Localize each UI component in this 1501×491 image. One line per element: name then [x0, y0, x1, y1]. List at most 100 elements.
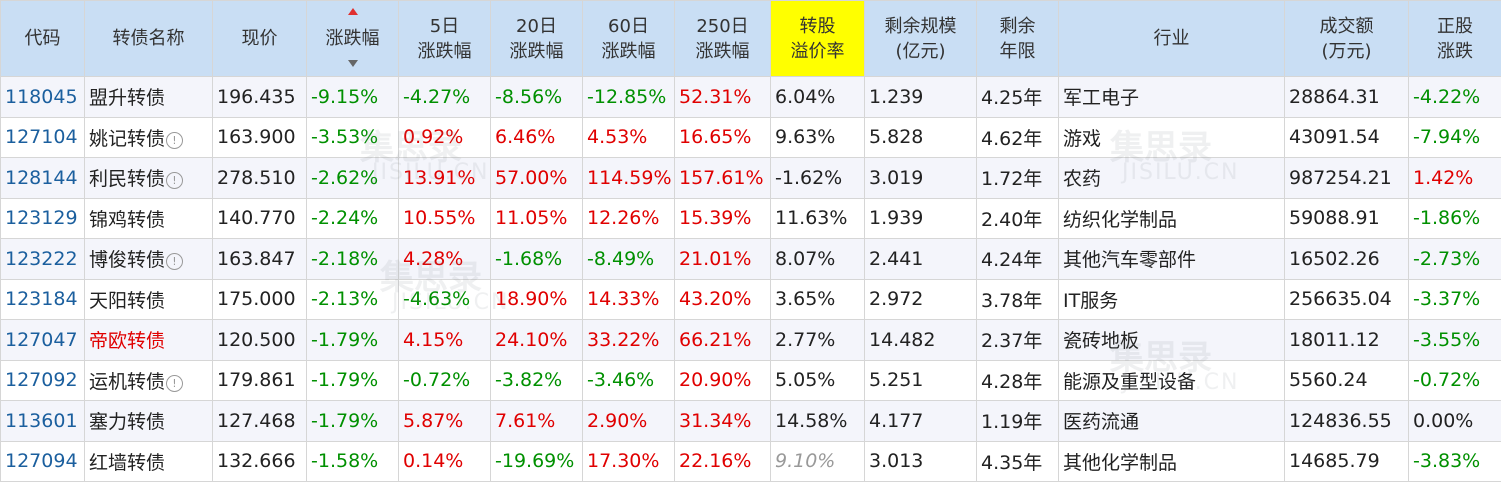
- bond-code-link[interactable]: 123184: [0, 278, 85, 320]
- cell-value: 游戏: [1063, 127, 1102, 150]
- cell-value: 塞力转债: [89, 411, 166, 434]
- bond-name-link[interactable]: 博俊转债!: [84, 238, 213, 280]
- header-col-code[interactable]: 代码: [0, 0, 85, 77]
- info-icon[interactable]: !: [166, 374, 184, 392]
- cell-scale: 1.239: [864, 76, 977, 118]
- cell-value: 5560.24: [1289, 369, 1368, 392]
- table-row[interactable]: 127047 帝欧转债 120.500 -1.79% 4.15% 24.10% 33.22%…: [0, 319, 1501, 361]
- sort-ascending-icon[interactable]: [347, 8, 358, 15]
- cell-value: 16502.26: [1289, 247, 1380, 270]
- cell-chg60: 2.90%: [582, 400, 675, 442]
- bond-name-link[interactable]: 红墙转债: [84, 440, 213, 482]
- cell-value: -1.58%: [311, 450, 379, 473]
- bond-code-link[interactable]: 127104: [0, 116, 85, 158]
- cell-value: 43091.54: [1289, 126, 1380, 149]
- bond-code-link[interactable]: 127094: [0, 440, 85, 482]
- bond-code-link[interactable]: 123222: [0, 238, 85, 280]
- cell-price: 132.666: [212, 440, 307, 482]
- cell-value: 其他化学制品: [1063, 451, 1178, 474]
- table-row[interactable]: 123222 博俊转债! 163.847 -2.18% 4.28% -1.68% -8.49…: [0, 238, 1501, 280]
- cell-value: 0.14%: [403, 450, 464, 473]
- info-icon[interactable]: !: [166, 172, 184, 190]
- bond-code-link[interactable]: 118045: [0, 76, 85, 118]
- header-col-remaining-scale[interactable]: 剩余规模 (亿元): [864, 0, 977, 77]
- table-row[interactable]: 127094 红墙转债 132.666 -1.58% 0.14% -19.69% 17.30…: [0, 440, 1501, 482]
- cell-value: 2.972: [869, 288, 924, 311]
- header-col-volume[interactable]: 成交额 (万元): [1284, 0, 1409, 77]
- cell-value: 1.42%: [1413, 166, 1474, 189]
- cell-scale: 2.441: [864, 238, 977, 280]
- cell-price: 175.000: [212, 278, 307, 320]
- bond-code-link[interactable]: 113601: [0, 400, 85, 442]
- header-col-price[interactable]: 现价: [212, 0, 307, 77]
- cell-premium: 9.63%: [770, 116, 865, 158]
- cell-value: 14.33%: [587, 288, 660, 311]
- bond-name-link[interactable]: 帝欧转债: [84, 319, 213, 361]
- cell-value: 4.62年: [981, 127, 1043, 150]
- bond-code-link[interactable]: 128144: [0, 157, 85, 199]
- cell-value: 11.05%: [495, 207, 568, 230]
- bond-code-link[interactable]: 123129: [0, 197, 85, 239]
- header-label: 行业: [1153, 28, 1190, 49]
- cell-value: 红墙转债: [89, 451, 166, 474]
- bond-code-link[interactable]: 127047: [0, 319, 85, 361]
- bond-name-link[interactable]: 姚记转债!: [84, 116, 213, 158]
- bond-name-link[interactable]: 塞力转债: [84, 400, 213, 442]
- table-row[interactable]: 128144 利民转债! 278.510 -2.62% 13.91% 57.00% 114.…: [0, 157, 1501, 199]
- table-row[interactable]: 127104 姚记转债! 163.900 -3.53% 0.92% 6.46% 4.53% 1…: [0, 116, 1501, 158]
- header-col-remaining-years[interactable]: 剩余 年限: [976, 0, 1059, 77]
- bond-name-link[interactable]: 运机转债!: [84, 359, 213, 401]
- cell-value: 瓷砖地板: [1063, 330, 1140, 353]
- table-row[interactable]: 123129 锦鸡转债 140.770 -2.24% 10.55% 11.05% 12.26…: [0, 197, 1501, 239]
- sort-descending-icon[interactable]: [347, 60, 358, 67]
- header-label: 代码: [24, 28, 61, 49]
- table-row[interactable]: 123184 天阳转债 175.000 -2.13% -4.63% 18.90% 14.33…: [0, 278, 1501, 320]
- info-icon[interactable]: !: [166, 253, 184, 271]
- cell-value: 农药: [1063, 168, 1102, 191]
- header-col-change[interactable]: 涨跌幅: [306, 0, 399, 77]
- header-col-name[interactable]: 转债名称: [84, 0, 213, 77]
- header-col-change-250d[interactable]: 250日 涨跌幅: [674, 0, 771, 77]
- cell-value: 123184: [5, 288, 78, 311]
- header-col-change-20d[interactable]: 20日 涨跌幅: [490, 0, 583, 77]
- cell-value: 16.65%: [679, 126, 752, 149]
- cell-value: -0.72%: [1413, 369, 1481, 392]
- bond-name-link[interactable]: 利民转债!: [84, 157, 213, 199]
- cell-value: 1.939: [869, 207, 924, 230]
- cell-value: 124836.55: [1289, 409, 1392, 432]
- cell-value: 姚记转债: [89, 127, 166, 150]
- bond-name-link[interactable]: 天阳转债: [84, 278, 213, 320]
- cell-chg20: 6.46%: [490, 116, 583, 158]
- table-row[interactable]: 127092 运机转债! 179.861 -1.79% -0.72% -3.82% -3.4…: [0, 359, 1501, 401]
- cell-chg250: 66.21%: [674, 319, 771, 361]
- info-icon[interactable]: !: [166, 131, 184, 149]
- cell-value: 4.177: [869, 409, 924, 432]
- header-col-change-60d[interactable]: 60日 涨跌幅: [582, 0, 675, 77]
- cell-chg20: -19.69%: [490, 440, 583, 482]
- header-col-stock-change[interactable]: 正股 涨跌: [1408, 0, 1501, 77]
- header-row: 代码 转债名称 现价 涨跌幅 5日 涨跌幅 20日 涨跌幅 60日 涨跌幅 250日 涨跌幅转…: [0, 0, 1501, 77]
- table-row[interactable]: 118045 盟升转债 196.435 -9.15% -4.27% -8.56% -12.8…: [0, 76, 1501, 118]
- bond-name-link[interactable]: 锦鸡转债: [84, 197, 213, 239]
- cell-premium: -1.62%: [770, 157, 865, 199]
- header-col-change-5d[interactable]: 5日 涨跌幅: [398, 0, 491, 77]
- cell-value: 4.24年: [981, 249, 1043, 272]
- cell-value: -1.79%: [311, 369, 379, 392]
- cell-stock-chg: -3.37%: [1408, 278, 1501, 320]
- cell-premium: 8.07%: [770, 238, 865, 280]
- cell-value: 66.21%: [679, 328, 752, 351]
- cell-industry: 其他化学制品: [1058, 440, 1285, 482]
- bond-code-link[interactable]: 127092: [0, 359, 85, 401]
- table-row[interactable]: 113601 塞力转债 127.468 -1.79% 5.87% 7.61% 2.90% 31…: [0, 400, 1501, 442]
- cell-value: 43.20%: [679, 288, 752, 311]
- cell-value: 13.91%: [403, 166, 476, 189]
- header-col-premium[interactable]: 转股 溢价率: [770, 0, 865, 77]
- cell-value: 其他汽车零部件: [1063, 249, 1197, 272]
- cell-industry: 其他汽车零部件: [1058, 238, 1285, 280]
- header-col-industry[interactable]: 行业: [1058, 0, 1285, 77]
- cell-value: 14685.79: [1289, 450, 1380, 473]
- cell-volume: 28864.31: [1284, 76, 1409, 118]
- bond-name-link[interactable]: 盟升转债: [84, 76, 213, 118]
- cell-value: 6.46%: [495, 126, 556, 149]
- cell-volume: 14685.79: [1284, 440, 1409, 482]
